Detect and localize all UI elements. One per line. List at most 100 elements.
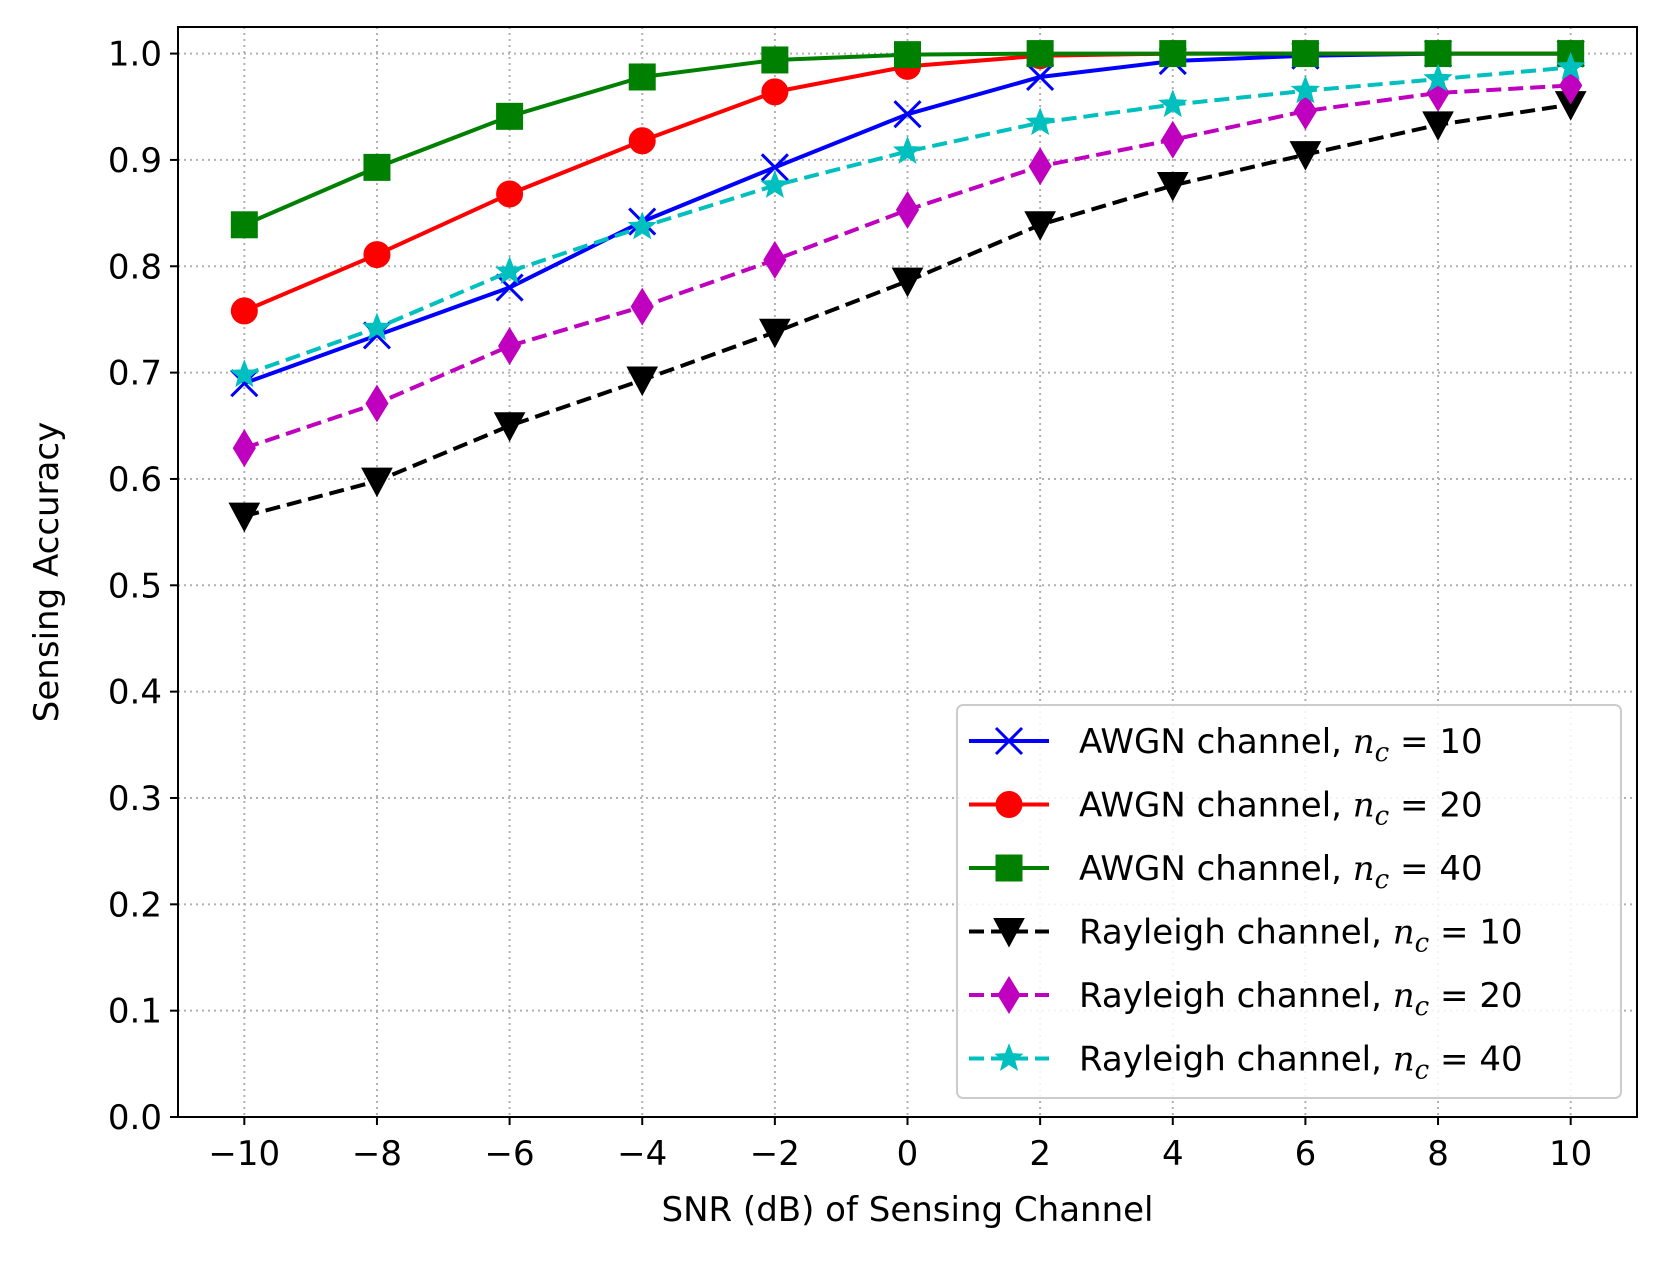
data-point [1025,107,1055,136]
data-point [1161,120,1185,159]
legend: AWGN channel, nc = 10 AWGN channel, nc = … [956,704,1622,1099]
data-point [496,102,524,130]
data-point [1026,62,1055,92]
legend-item: Rayleigh channel, nc = 20 [969,976,1523,1022]
y-tick-label: 0.1 [108,992,162,1032]
data-point [892,136,923,164]
data-point [761,46,789,74]
legend-marker [994,726,1024,756]
y-tick-label: 0.7 [108,354,162,394]
data-point [893,100,922,129]
data-point [230,297,258,325]
data-point [361,467,393,498]
x-tick-label: −8 [352,1134,402,1174]
data-point [628,63,656,91]
data-point [763,240,787,279]
data-point [630,287,654,326]
data-point [1291,40,1319,68]
legend-item: AWGN channel, nc = 20 [969,786,1483,832]
data-point [760,153,789,182]
x-tick-label: 0 [897,1134,919,1174]
legend-label: Rayleigh channel, nc = 20 [1079,976,1523,1022]
legend-item: AWGN channel, nc = 40 [969,849,1483,895]
data-point [232,429,256,468]
x-tick-label: −10 [208,1134,280,1174]
data-point [1024,211,1056,241]
data-point [1290,75,1321,104]
data-point [895,190,920,229]
data-point [1026,40,1054,68]
legend-marker [995,791,1023,818]
x-tick-label: 4 [1162,1134,1184,1174]
legend-label: AWGN channel, nc = 10 [1079,722,1483,768]
y-tick-label: 0.6 [108,460,162,500]
legend-item: Rayleigh channel, nc = 10 [969,913,1523,959]
x-tick-label: 10 [1549,1134,1592,1174]
x-tick-label: −6 [485,1134,535,1174]
data-point [891,267,924,298]
data-point [365,384,389,423]
x-tick-label: 8 [1427,1134,1449,1174]
y-tick-label: 0.2 [108,885,162,925]
y-tick-label: 0.9 [108,141,162,181]
series-6 [229,52,1586,388]
series-line [243,65,1571,377]
legend-marker [994,1043,1024,1071]
data-point [1158,89,1188,118]
y-axis-title: Sensing Accuracy [27,422,67,722]
x-tick-label: 2 [1029,1134,1051,1174]
data-point [759,318,791,349]
data-point [1424,40,1452,68]
data-point [362,312,392,341]
y-tick-label: 0.8 [108,247,162,287]
data-point [1556,52,1586,80]
data-point [1293,92,1317,130]
legend-item: Rayleigh channel, nc = 40 [969,1040,1523,1086]
data-point [760,170,790,198]
y-tick-label: 1.0 [108,35,162,75]
y-tick-label: 0.5 [108,566,162,606]
plot-series [228,39,1587,533]
legend-label: Rayleigh channel, nc = 40 [1079,1040,1523,1086]
data-point [627,211,657,240]
y-tick-label: 0.3 [108,779,162,819]
data-point [626,366,659,397]
data-point [496,180,524,208]
data-point [1423,63,1453,92]
x-tick-label: −4 [617,1134,667,1174]
legend-label: AWGN channel, nc = 20 [1079,786,1483,832]
x-axis-title: SNR (dB) of Sensing Channel [661,1190,1153,1230]
data-point [1156,171,1189,202]
series-4 [228,91,1587,533]
x-tick-label: 6 [1295,1134,1317,1174]
legend-marker [997,976,1021,1014]
data-point [230,211,258,239]
axis-ticks: −10 −8 −6 −4 −2 0 2 4 6 8 10 0.0 0.1 0.2 0.3 0.4 0.5 0.6 0… [108,35,1592,1174]
data-point [363,153,391,181]
legend-label: Rayleigh channel, nc = 10 [1079,913,1523,959]
data-point [363,241,391,269]
data-point [494,256,525,285]
data-point [498,327,522,365]
grid [178,27,1637,1118]
legend-item: AWGN channel, nc = 10 [969,722,1483,768]
legend-frame [956,704,1622,1099]
data-point [229,359,259,388]
legend-marker [993,918,1025,948]
legend-marker [995,854,1023,882]
y-tick-label: 0.4 [108,673,162,713]
data-point [1028,147,1052,186]
series-5 [232,66,1583,468]
data-point [495,273,524,302]
data-point [894,41,921,69]
x-tick-label: −2 [750,1134,800,1174]
data-point [228,502,261,533]
data-point [493,412,526,442]
data-point [628,127,656,155]
data-point [1289,141,1322,171]
y-tick-label: 0.0 [108,1098,162,1138]
data-point [1159,40,1187,68]
series-3 [230,40,1585,239]
data-point [761,78,789,106]
